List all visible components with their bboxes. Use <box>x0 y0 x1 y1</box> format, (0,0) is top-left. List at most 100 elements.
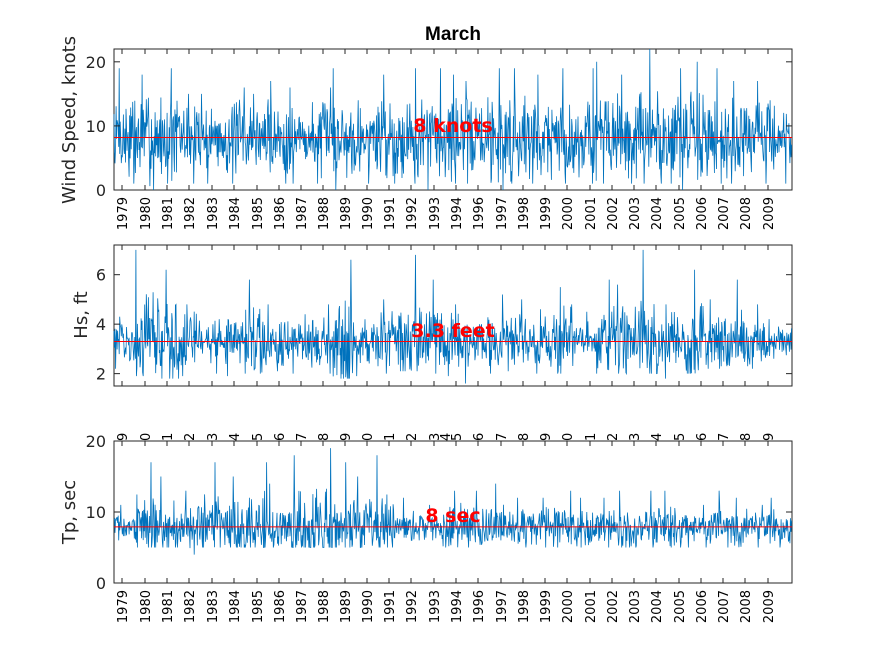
hs-y-ticks: 2 4 6 <box>96 245 792 386</box>
wind-reference-label: 8 knots <box>413 115 492 137</box>
tp-top-x-tick-label: 5 <box>673 433 688 441</box>
tp-x-tick-label: 2001 <box>584 590 599 623</box>
tp-top-x-tick-label: 3 <box>628 433 643 441</box>
tp-x-tick-label: 1980 <box>139 590 154 623</box>
tp-top-x-tick-label: 5 <box>450 433 465 441</box>
tp-x-tick-label: 2004 <box>650 590 665 623</box>
wind-x-tick-label: 1990 <box>361 197 376 230</box>
tp-top-x-tick-label: 1 <box>383 433 398 441</box>
tp-y-axis-label: Tp, sec <box>59 480 80 545</box>
wind-x-tick-label: 1986 <box>273 197 288 230</box>
tp-top-x-tick-label: 3 <box>428 433 443 441</box>
hs-series <box>113 249 792 384</box>
tp-top-x-tick-label: 0 <box>561 433 576 441</box>
tp-x-tick-label: 2005 <box>673 590 688 623</box>
wind-y-tick-label: 20 <box>86 53 106 72</box>
tp-y-tick-label: 20 <box>86 432 106 451</box>
tp-top-x-tick-label: 5 <box>251 433 266 441</box>
tp-top-x-tick-label: 7 <box>717 433 732 441</box>
hs-reference-label: 3.3 feet <box>411 320 494 342</box>
tp-top-x-tick-label: 2 <box>606 433 621 441</box>
panel-wind: March 0 10 20 1979 1980 1981 1982 1983 1984 1985… <box>59 24 793 230</box>
wind-x-tick-label: 1988 <box>317 197 332 230</box>
hs-y-tick-label: 4 <box>96 315 106 334</box>
wind-x-tick-label: 2005 <box>673 197 688 230</box>
tp-x-tick-label: 1989 <box>339 590 354 623</box>
tp-top-x-tick-label: 1 <box>161 433 176 441</box>
wind-x-tick-label: 1999 <box>539 197 554 230</box>
tp-top-x-tick-label: 2 <box>183 433 198 441</box>
tp-top-x-tick-label: 4 <box>439 433 454 441</box>
tp-top-x-ticks: 9 0 1 2 3 4 5 6 7 8 9 0 1 2 345 6 7 8 9 0 1 2 3 4 5 6 7 8 9 <box>116 433 777 441</box>
wind-y-axis-label: Wind Speed, knots <box>59 36 80 204</box>
tp-x-tick-label: 1994 <box>450 590 465 623</box>
tp-top-x-tick-label: 4 <box>228 433 243 441</box>
wind-x-tick-label: 2009 <box>762 197 777 230</box>
tp-top-x-tick-label: 7 <box>295 433 310 441</box>
tp-top-x-tick-label: 8 <box>739 433 754 441</box>
wind-y-tick-label: 10 <box>86 117 106 136</box>
wind-y-ticks: 0 10 20 <box>86 49 792 200</box>
tp-top-x-tick-label: 3 <box>206 433 221 441</box>
tp-x-tick-label: 1981 <box>161 590 176 623</box>
tp-x-tick-label: 1992 <box>405 590 420 623</box>
tp-x-tick-label: 2006 <box>695 590 710 623</box>
wind-y-tick-label: 0 <box>96 181 106 200</box>
tp-top-x-tick-label: 0 <box>139 433 154 441</box>
tp-top-x-tick-label: 8 <box>517 433 532 441</box>
panel-hs: 2 4 6 3.3 feet Hs, ft <box>71 244 793 387</box>
tp-top-x-tick-label: 6 <box>472 433 487 441</box>
tp-x-tick-label: 1983 <box>206 590 221 623</box>
wind-x-tick-label: 1983 <box>206 197 221 230</box>
tp-x-tick-label: 2007 <box>717 590 732 623</box>
wind-x-tick-label: 2003 <box>628 197 643 230</box>
wind-x-tick-label: 1996 <box>472 197 487 230</box>
tp-top-x-tick-label: 6 <box>273 433 288 441</box>
wind-x-tick-label: 2007 <box>717 197 732 230</box>
wind-x-tick-label: 2002 <box>606 197 621 230</box>
wind-x-tick-label: 1994 <box>450 197 465 230</box>
hs-y-tick-label: 2 <box>96 365 106 384</box>
tp-x-tick-label: 2008 <box>739 590 754 623</box>
tp-y-tick-label: 0 <box>96 574 106 593</box>
wind-x-tick-label: 1979 <box>116 197 131 230</box>
tp-top-x-tick-label: 6 <box>695 433 710 441</box>
tp-axes <box>113 440 793 584</box>
wind-x-tick-label: 1981 <box>161 197 176 230</box>
hs-y-axis-label: Hs, ft <box>71 291 92 338</box>
tp-x-tick-label: 1987 <box>295 590 310 623</box>
wind-x-tick-label: 1991 <box>383 197 398 230</box>
wind-x-tick-label: 2004 <box>650 197 665 230</box>
tp-x-tick-label: 1984 <box>228 590 243 623</box>
tp-x-tick-label: 1982 <box>183 590 198 623</box>
wind-x-tick-label: 1992 <box>405 197 420 230</box>
tp-x-tick-label: 2002 <box>606 590 621 623</box>
wind-x-tick-label: 2006 <box>695 197 710 230</box>
tp-top-x-tick-label: 2 <box>405 433 420 441</box>
wind-x-tick-label: 1985 <box>251 197 266 230</box>
tp-x-tick-label: 1993 <box>428 590 443 623</box>
tp-top-x-tick-label: 9 <box>762 433 777 441</box>
tp-x-tick-label: 1990 <box>361 590 376 623</box>
tp-x-tick-label: 2000 <box>561 590 576 623</box>
wind-x-tick-label: 1989 <box>339 197 354 230</box>
wind-x-tick-label: 1982 <box>183 197 198 230</box>
tp-top-x-tick-label: 4 <box>650 433 665 441</box>
tp-top-x-tick-label: 9 <box>339 433 354 441</box>
tp-y-tick-label: 10 <box>86 503 106 522</box>
tp-top-x-tick-label: 8 <box>317 433 332 441</box>
wind-x-tick-label: 1980 <box>139 197 154 230</box>
tp-x-tick-label: 1996 <box>472 590 487 623</box>
wind-x-tick-label: 2001 <box>584 197 599 230</box>
wind-x-tick-label: 1987 <box>295 197 310 230</box>
tp-x-tick-label: 2009 <box>762 590 777 623</box>
hs-y-tick-label: 6 <box>96 266 106 285</box>
tp-x-tick-label: 1988 <box>317 590 332 623</box>
hs-series-line <box>113 249 792 384</box>
tp-x-tick-label: 1991 <box>383 590 398 623</box>
wind-x-tick-label: 1997 <box>495 197 510 230</box>
wind-x-tick-label: 1984 <box>228 197 243 230</box>
